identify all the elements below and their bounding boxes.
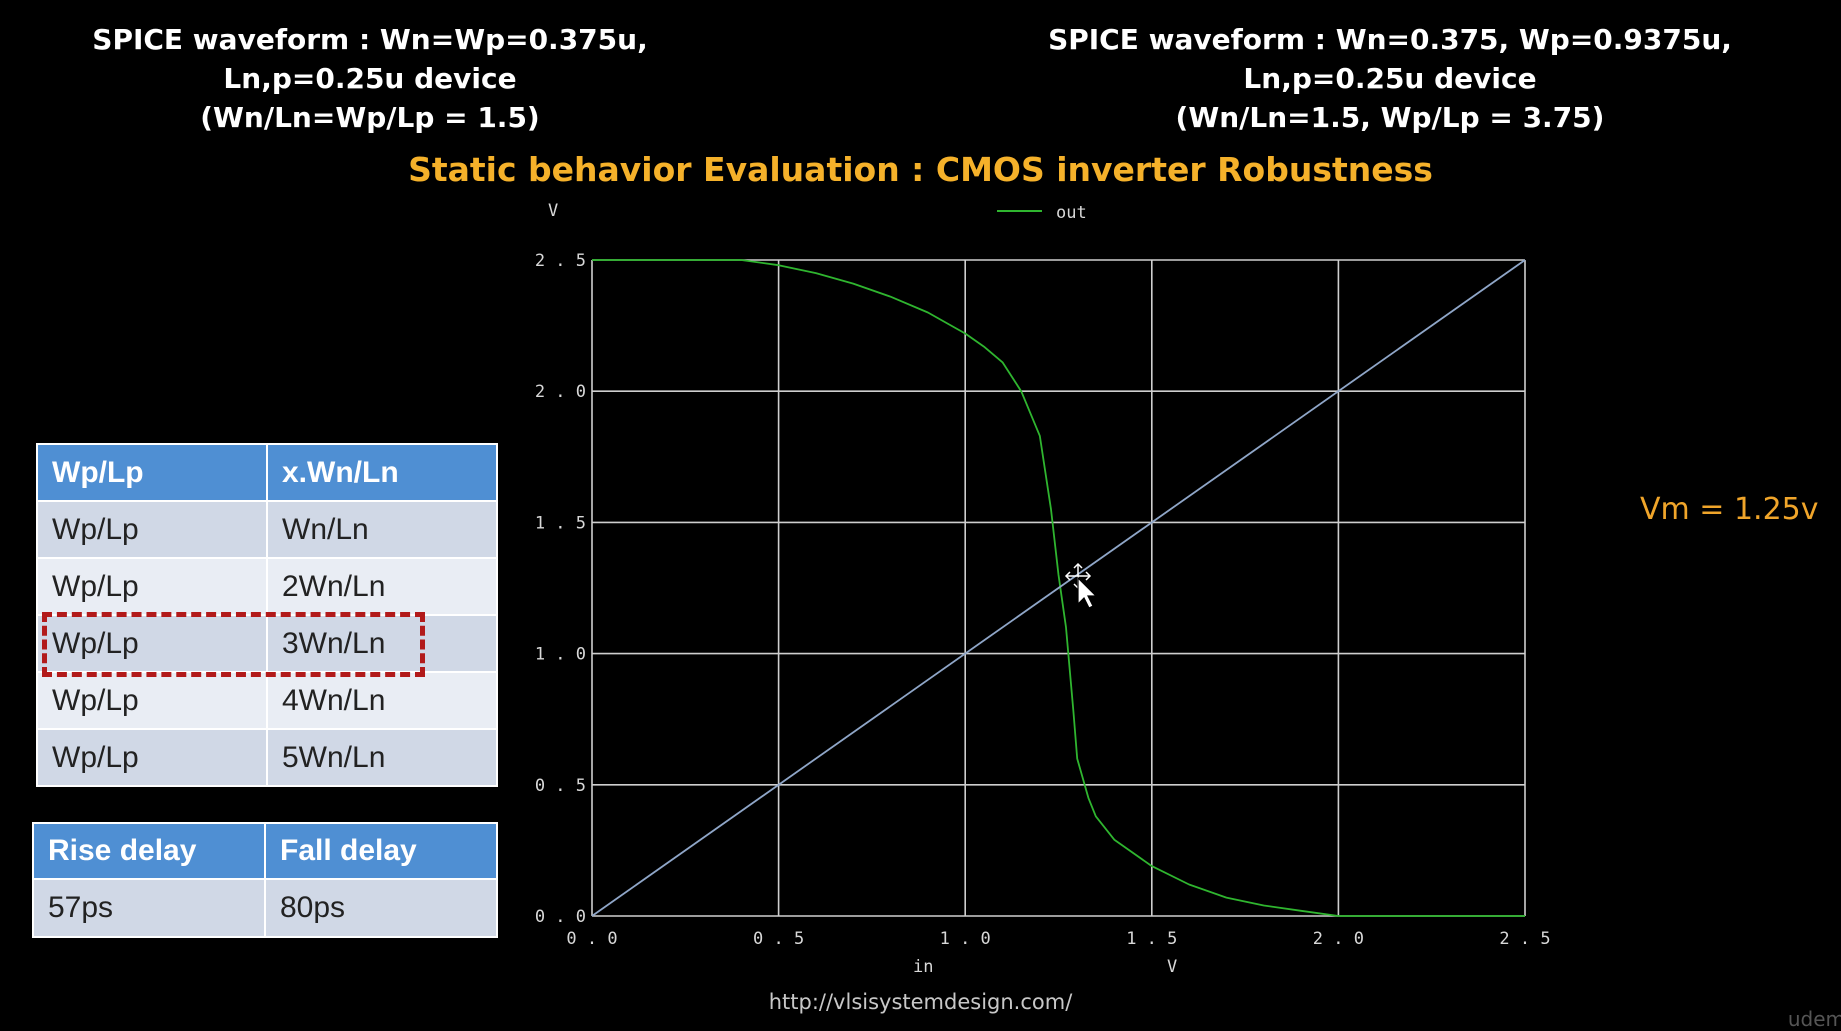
right-header-line-2: Ln,p=0.25u device — [1243, 62, 1537, 95]
delay-table-header-row: Rise delay Fall delay — [32, 822, 498, 880]
rise-delay-value: 57ps — [32, 878, 266, 938]
x-tick-label: 1 . 0 — [940, 929, 991, 949]
ratio-header-wp-lp: Wp/Lp — [36, 443, 268, 502]
y-tick-label: 1 . 5 — [535, 513, 586, 533]
left-header-line-3: (Wn/Ln=Wp/Lp = 1.5) — [200, 101, 540, 134]
x-tick-label: 1 . 5 — [1126, 929, 1177, 949]
y-tick-label: 2 . 5 — [535, 251, 586, 271]
legend-out-label: out — [1056, 203, 1087, 223]
table-row: Wp/Lp Wn/Ln — [36, 500, 498, 559]
out-series-line — [592, 259, 1525, 917]
reference-line — [591, 259, 1526, 917]
delay-table: Rise delay Fall delay 57ps 80ps — [32, 822, 498, 938]
ratio-cell: 4Wn/Ln — [266, 671, 498, 730]
x-axis-unit-label: V — [1167, 957, 1177, 977]
fall-delay-header: Fall delay — [264, 822, 498, 880]
ratio-cell: Wp/Lp — [36, 671, 268, 730]
ratio-table-header-row: Wp/Lp x.Wn/Ln — [36, 443, 498, 502]
x-tick-label: 2 . 5 — [1499, 929, 1550, 949]
y-tick-label: 0 . 5 — [535, 776, 586, 796]
left-header-line-2: Ln,p=0.25u device — [223, 62, 517, 95]
watermark-text: udem — [1787, 1007, 1841, 1031]
table-row: Wp/Lp 2Wn/Ln — [36, 557, 498, 616]
right-header-line-1: SPICE waveform : Wn=0.375, Wp=0.9375u, — [1048, 23, 1732, 56]
slide-title: Static behavior Evaluation : CMOS invert… — [408, 150, 1433, 189]
y-tick-label: 1 . 0 — [535, 645, 586, 665]
y-tick-label: 0 . 0 — [535, 907, 586, 927]
x-axis-label: in — [913, 957, 933, 977]
highlighted-row-box — [42, 612, 425, 677]
ratio-header-x-wn-ln: x.Wn/Ln — [266, 443, 498, 502]
ratio-cell: Wp/Lp — [36, 557, 268, 616]
x-tick-label: 0 . 5 — [753, 929, 804, 949]
right-header-line-3: (Wn/Ln=1.5, Wp/Lp = 3.75) — [1175, 101, 1605, 134]
y-tick-label: 2 . 0 — [535, 382, 586, 402]
table-row: 57ps 80ps — [32, 878, 498, 938]
ratio-cell: Wn/Ln — [266, 500, 498, 559]
ratio-cell: Wp/Lp — [36, 614, 268, 673]
x-tick-label: 0 . 0 — [566, 929, 617, 949]
ratio-cell: 2Wn/Ln — [266, 557, 498, 616]
ratio-cell: Wp/Lp — [36, 728, 268, 787]
ratio-cell: Wp/Lp — [36, 500, 268, 559]
table-row: Wp/Lp 4Wn/Ln — [36, 671, 498, 730]
y-axis-unit-label: V — [548, 201, 558, 221]
source-url: http://vlsisystemdesign.com/ — [768, 990, 1073, 1014]
ratio-cell: 5Wn/Ln — [266, 728, 498, 787]
right-waveform-header: SPICE waveform : Wn=0.375, Wp=0.9375u, L… — [1040, 20, 1740, 137]
table-row: Wp/Lp 3Wn/Ln — [36, 614, 498, 673]
vm-label: Vm = 1.25v — [1640, 492, 1819, 527]
left-header-line-1: SPICE waveform : Wn=Wp=0.375u, — [92, 23, 648, 56]
rise-delay-header: Rise delay — [32, 822, 266, 880]
left-waveform-header: SPICE waveform : Wn=Wp=0.375u, Ln,p=0.25… — [70, 20, 670, 137]
move-cursor-icon — [1064, 562, 1098, 609]
sizing-ratio-table: Wp/Lp x.Wn/Ln Wp/Lp Wn/Ln Wp/Lp 2Wn/Ln W… — [36, 443, 498, 787]
x-tick-label: 2 . 0 — [1313, 929, 1364, 949]
fall-delay-value: 80ps — [264, 878, 498, 938]
ratio-cell: 3Wn/Ln — [266, 614, 498, 673]
table-row: Wp/Lp 5Wn/Ln — [36, 728, 498, 787]
